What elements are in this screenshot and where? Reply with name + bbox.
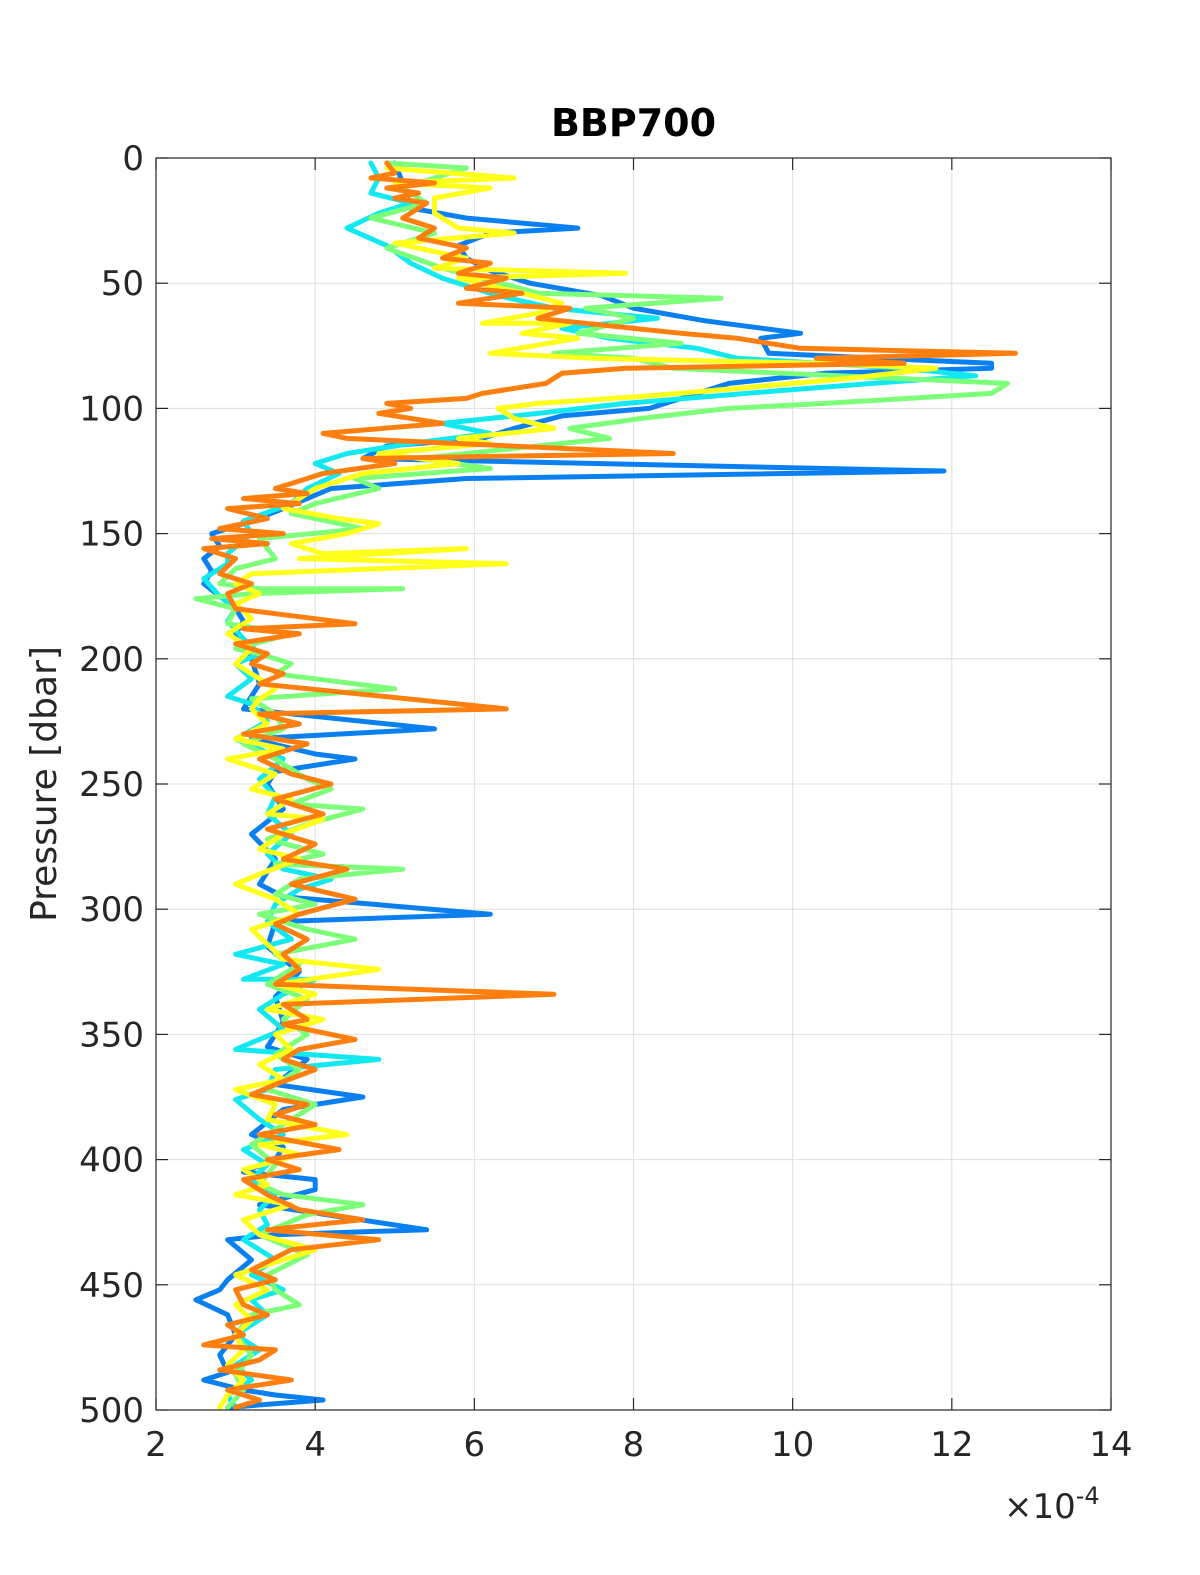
x-tick-label: 8 (623, 1425, 645, 1465)
y-tick-label: 400 (79, 1141, 144, 1181)
axis-ticks: 2 4 6 8 10 12 14 0 50 100 150 200 250 300 350 400 450 500 (79, 139, 1133, 1465)
x-tick-label: 6 (464, 1425, 486, 1465)
y-tick-label: 150 (79, 515, 144, 555)
x-multiplier-base: ×10 (1004, 1487, 1076, 1527)
y-tick-label: 300 (79, 890, 144, 930)
y-axis-label: Pressure [dbar] (24, 646, 65, 922)
x-tick-label: 2 (145, 1425, 167, 1465)
x-tick-label: 4 (304, 1425, 326, 1465)
series-lines (193, 160, 1018, 1410)
chart-title: BBP700 (551, 101, 716, 145)
y-tick-label: 200 (79, 640, 144, 680)
x-tick-label: 14 (1089, 1425, 1132, 1465)
series-line-1 (193, 160, 995, 1410)
y-tick-label: 250 (79, 765, 144, 805)
x-multiplier-exponent: -4 (1076, 1482, 1100, 1510)
y-tick-label: 500 (79, 1391, 144, 1431)
y-tick-label: 50 (101, 264, 144, 304)
series-line-5 (201, 160, 1018, 1410)
x-tick-label: 10 (771, 1425, 814, 1465)
y-tick-label: 450 (79, 1266, 144, 1306)
y-tick-label: 100 (79, 389, 144, 429)
y-tick-label: 0 (122, 139, 144, 179)
x-tick-label: 12 (930, 1425, 973, 1465)
x-axis-multiplier: ×10-4 (1004, 1482, 1100, 1527)
y-tick-label: 350 (79, 1015, 144, 1055)
